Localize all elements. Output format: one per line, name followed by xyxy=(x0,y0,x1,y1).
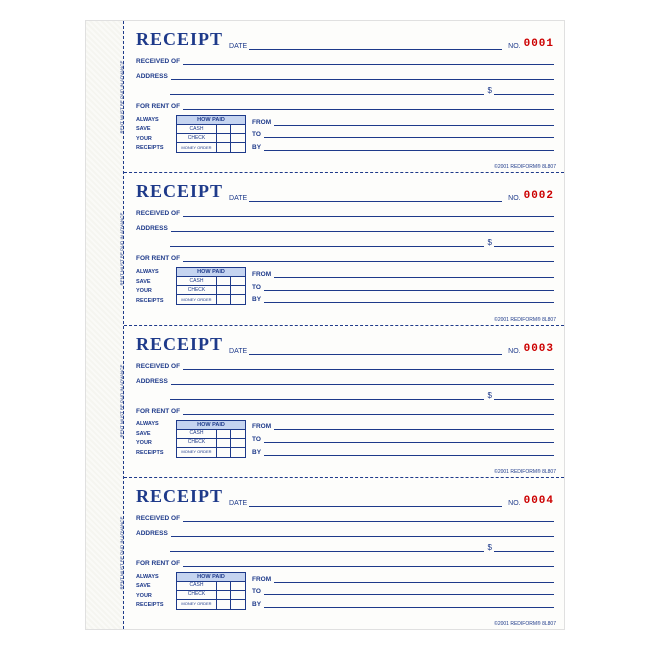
receipt-bottom: ALWAYSSAVEYOURRECEIPTS HOW PAID CASH CHE… xyxy=(136,572,554,610)
date-field[interactable]: DATE xyxy=(229,348,502,355)
receipt-number: 0002 xyxy=(524,190,554,202)
how-paid-title: HOW PAID xyxy=(177,421,245,430)
to-field[interactable]: TO xyxy=(252,586,554,595)
received-of-field[interactable]: RECEIVED OF xyxy=(136,56,554,65)
receipt-header: RECEIPT DATE NO. 0004 xyxy=(136,486,554,507)
by-field[interactable]: BY xyxy=(252,447,554,456)
receipt-slip: RENT MUST BE PAID IN ADVANCE RECEIPT DAT… xyxy=(124,478,564,629)
period-fields: FROM TO BY xyxy=(252,572,554,610)
number-field: NO. 0001 xyxy=(508,38,554,50)
how-paid-row-cash[interactable]: CASH xyxy=(177,582,245,591)
by-field[interactable]: BY xyxy=(252,294,554,303)
to-field[interactable]: TO xyxy=(252,282,554,291)
receipt-number: 0003 xyxy=(524,343,554,355)
how-paid-row-check[interactable]: CHECK xyxy=(177,286,245,295)
from-field[interactable]: FROM xyxy=(252,117,554,126)
reminder-stack: ALWAYSSAVEYOURRECEIPTS xyxy=(136,115,170,153)
how-paid-table: HOW PAID CASH CHECK MONEY ORDER xyxy=(176,267,246,305)
reminder-stack: ALWAYSSAVEYOURRECEIPTS xyxy=(136,420,170,458)
date-field[interactable]: DATE xyxy=(229,195,502,202)
how-paid-table: HOW PAID CASH CHECK MONEY ORDER xyxy=(176,115,246,153)
copyright-text: ©2001 REDIFORM® 8L807 xyxy=(494,621,556,627)
receipt-header: RECEIPT DATE NO. 0003 xyxy=(136,334,554,355)
received-of-field[interactable]: RECEIVED OF xyxy=(136,361,554,370)
address-field[interactable]: ADDRESS xyxy=(136,71,554,80)
side-note: RENT MUST BE PAID IN ADVANCE xyxy=(120,37,125,157)
how-paid-row-money-order[interactable]: MONEY ORDER xyxy=(177,600,245,609)
side-note: RENT MUST BE PAID IN ADVANCE xyxy=(120,189,125,309)
by-field[interactable]: BY xyxy=(252,599,554,608)
how-paid-row-cash[interactable]: CASH xyxy=(177,125,245,134)
copyright-text: ©2001 REDIFORM® 8L807 xyxy=(494,317,556,323)
receipt-header: RECEIPT DATE NO. 0002 xyxy=(136,181,554,202)
by-field[interactable]: BY xyxy=(252,142,554,151)
address-line-2[interactable]: $ xyxy=(170,391,554,400)
address-field[interactable]: ADDRESS xyxy=(136,223,554,232)
date-field[interactable]: DATE xyxy=(229,500,502,507)
for-rent-of-field[interactable]: FOR RENT OF xyxy=(136,101,554,110)
receipt-bottom: ALWAYSSAVEYOURRECEIPTS HOW PAID CASH CHE… xyxy=(136,267,554,305)
period-fields: FROM TO BY xyxy=(252,267,554,305)
receipt-title: RECEIPT xyxy=(136,29,223,50)
from-field[interactable]: FROM xyxy=(252,269,554,278)
how-paid-table: HOW PAID CASH CHECK MONEY ORDER xyxy=(176,420,246,458)
side-note: RENT MUST BE PAID IN ADVANCE xyxy=(120,341,125,461)
how-paid-row-money-order[interactable]: MONEY ORDER xyxy=(177,295,245,304)
copyright-text: ©2001 REDIFORM® 8L807 xyxy=(494,469,556,475)
period-fields: FROM TO BY xyxy=(252,115,554,153)
how-paid-title: HOW PAID xyxy=(177,573,245,582)
how-paid-row-cash[interactable]: CASH xyxy=(177,430,245,439)
receipt-title: RECEIPT xyxy=(136,334,223,355)
address-line-2[interactable]: $ xyxy=(170,543,554,552)
receipt-bottom: ALWAYSSAVEYOURRECEIPTS HOW PAID CASH CHE… xyxy=(136,115,554,153)
how-paid-row-check[interactable]: CHECK xyxy=(177,439,245,448)
how-paid-title: HOW PAID xyxy=(177,268,245,277)
how-paid-title: HOW PAID xyxy=(177,116,245,125)
receipt-title: RECEIPT xyxy=(136,181,223,202)
side-note: RENT MUST BE PAID IN ADVANCE xyxy=(120,493,125,613)
how-paid-row-money-order[interactable]: MONEY ORDER xyxy=(177,448,245,457)
address-line-2[interactable]: $ xyxy=(170,238,554,247)
receipt-bottom: ALWAYSSAVEYOURRECEIPTS HOW PAID CASH CHE… xyxy=(136,420,554,458)
stub-margin xyxy=(86,21,124,629)
reminder-stack: ALWAYSSAVEYOURRECEIPTS xyxy=(136,572,170,610)
number-field: NO. 0002 xyxy=(508,190,554,202)
how-paid-row-money-order[interactable]: MONEY ORDER xyxy=(177,143,245,152)
receipt-slip: RENT MUST BE PAID IN ADVANCE RECEIPT DAT… xyxy=(124,173,564,325)
receipt-title: RECEIPT xyxy=(136,486,223,507)
how-paid-row-check[interactable]: CHECK xyxy=(177,591,245,600)
receipt-sheet: RENT MUST BE PAID IN ADVANCE RECEIPT DAT… xyxy=(85,20,565,630)
receipt-header: RECEIPT DATE NO. 0001 xyxy=(136,29,554,50)
receipt-number: 0001 xyxy=(524,38,554,50)
date-field[interactable]: DATE xyxy=(229,43,502,50)
from-field[interactable]: FROM xyxy=(252,421,554,430)
to-field[interactable]: TO xyxy=(252,129,554,138)
how-paid-row-check[interactable]: CHECK xyxy=(177,134,245,143)
address-line-2[interactable]: $ xyxy=(170,86,554,95)
copyright-text: ©2001 REDIFORM® 8L807 xyxy=(494,164,556,170)
for-rent-of-field[interactable]: FOR RENT OF xyxy=(136,253,554,262)
receipt-slip: RENT MUST BE PAID IN ADVANCE RECEIPT DAT… xyxy=(124,21,564,173)
for-rent-of-field[interactable]: FOR RENT OF xyxy=(136,558,554,567)
received-of-field[interactable]: RECEIVED OF xyxy=(136,513,554,522)
number-field: NO. 0004 xyxy=(508,495,554,507)
address-field[interactable]: ADDRESS xyxy=(136,376,554,385)
address-field[interactable]: ADDRESS xyxy=(136,528,554,537)
to-field[interactable]: TO xyxy=(252,434,554,443)
how-paid-row-cash[interactable]: CASH xyxy=(177,277,245,286)
receipt-number: 0004 xyxy=(524,495,554,507)
from-field[interactable]: FROM xyxy=(252,574,554,583)
for-rent-of-field[interactable]: FOR RENT OF xyxy=(136,406,554,415)
period-fields: FROM TO BY xyxy=(252,420,554,458)
reminder-stack: ALWAYSSAVEYOURRECEIPTS xyxy=(136,267,170,305)
received-of-field[interactable]: RECEIVED OF xyxy=(136,208,554,217)
how-paid-table: HOW PAID CASH CHECK MONEY ORDER xyxy=(176,572,246,610)
receipt-slip: RENT MUST BE PAID IN ADVANCE RECEIPT DAT… xyxy=(124,326,564,478)
number-field: NO. 0003 xyxy=(508,343,554,355)
receipts-column: RENT MUST BE PAID IN ADVANCE RECEIPT DAT… xyxy=(124,21,564,629)
